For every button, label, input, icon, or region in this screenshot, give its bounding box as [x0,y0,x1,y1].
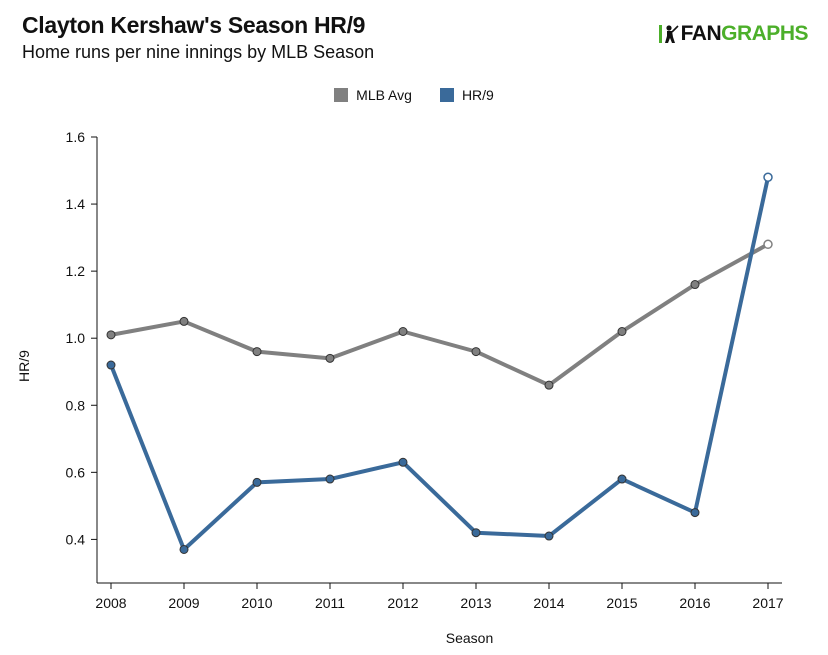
legend-label-mlb-avg: MLB Avg [356,87,412,103]
x-tick-label: 2008 [95,595,126,611]
data-point-mlb-avg [690,280,700,290]
data-point-hr9 [325,474,335,484]
data-point-mlb-avg [471,347,481,357]
y-tick-label: 1.6 [66,129,86,145]
chart-legend: MLB Avg HR/9 [0,87,828,103]
x-tick-label: 2012 [387,595,418,611]
logo-text-fan: FAN [680,22,722,45]
series-line-mlb-avg [109,242,770,388]
x-tick-label: 2011 [315,595,345,611]
y-axis-title: HR/9 [16,350,32,382]
y-tick-label: 1.2 [66,263,86,279]
fangraphs-logo[interactable]: FAN GRAPHS [657,22,808,46]
data-point-hr9 [544,531,554,541]
data-point-hr9 [179,544,189,554]
x-tick-label: 2010 [241,595,272,611]
y-tick-label: 0.6 [66,464,86,480]
data-point-mlb-avg [252,347,262,357]
data-point-hr9 [763,172,773,182]
legend-swatch-hr9 [439,88,454,102]
data-point-mlb-avg [106,330,116,340]
chart-title: Clayton Kershaw's Season HR/9 [22,12,366,38]
data-point-hr9 [690,508,700,518]
x-axis-title: Season [446,630,493,646]
data-point-mlb-avg [763,239,773,250]
y-tick-label: 1.4 [66,196,86,212]
batter-icon [658,25,679,43]
data-point-hr9 [617,474,627,484]
data-point-mlb-avg [179,316,189,326]
data-point-mlb-avg [325,353,335,363]
logo-text-graphs: GRAPHS [721,22,808,45]
y-tick-label: 0.4 [66,531,86,547]
data-point-hr9 [398,457,408,467]
y-tick-label: 0.8 [66,397,86,413]
legend-label-hr9: HR/9 [461,87,494,103]
data-point-mlb-avg [617,326,627,336]
x-tick-label: 2016 [679,595,710,611]
x-tick-label: 2014 [533,595,564,611]
series-line-hr9 [109,175,770,552]
data-point-hr9 [252,477,262,487]
legend-item-hr9[interactable]: HR/9 [439,87,494,103]
y-tick-label: 1.0 [66,330,86,346]
x-tick-label: 2015 [606,595,637,611]
chart-subtitle: Home runs per nine innings by MLB Season [22,42,375,62]
legend-item-mlb-avg[interactable]: MLB Avg [334,87,412,103]
x-tick-label: 2017 [752,595,783,611]
data-point-hr9 [106,360,116,370]
data-point-mlb-avg [544,380,554,390]
legend-swatch-mlb-avg [334,88,349,102]
x-tick-label: 2013 [460,595,491,611]
x-tick-label: 2009 [168,595,199,611]
data-point-hr9 [471,528,481,538]
data-point-mlb-avg [398,326,408,336]
